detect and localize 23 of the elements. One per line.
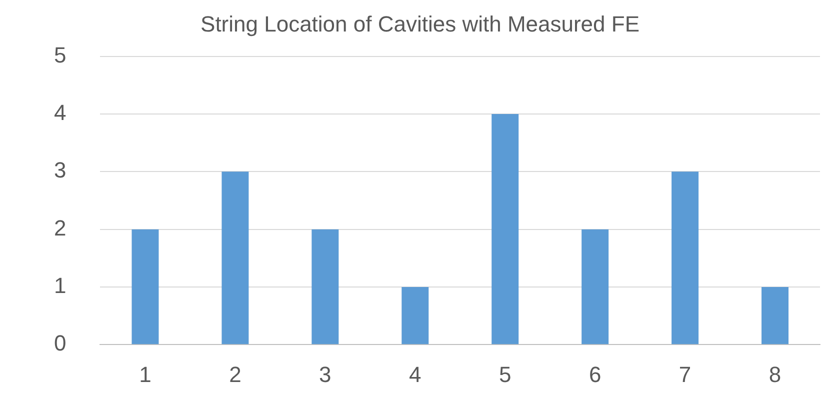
y-tick-label: 1: [54, 273, 66, 298]
bar: [762, 286, 789, 344]
x-tick-label: 7: [678, 362, 692, 387]
x-tick-label: 2: [229, 362, 242, 387]
bar: [492, 114, 519, 344]
y-tick-label: 2: [54, 215, 66, 240]
bar: [132, 229, 159, 344]
x-tick-label: 8: [768, 362, 782, 387]
bar: [672, 172, 699, 344]
bar: [402, 286, 429, 344]
x-tick-label: 1: [139, 362, 152, 387]
bar: [222, 172, 249, 344]
y-tick-label: 3: [54, 158, 66, 183]
x-tick-label: 6: [588, 362, 602, 387]
bar: [582, 229, 609, 344]
y-tick-label: 0: [54, 330, 66, 356]
chart-title: String Location of Cavities with Measured FE: [200, 11, 640, 36]
y-tick-label: 4: [54, 100, 66, 126]
x-tick-label: 4: [409, 362, 422, 387]
x-tick-label: 3: [319, 362, 332, 387]
bar: [312, 229, 339, 344]
y-tick-label: 5: [54, 42, 66, 68]
x-tick-label: 5: [498, 362, 512, 387]
